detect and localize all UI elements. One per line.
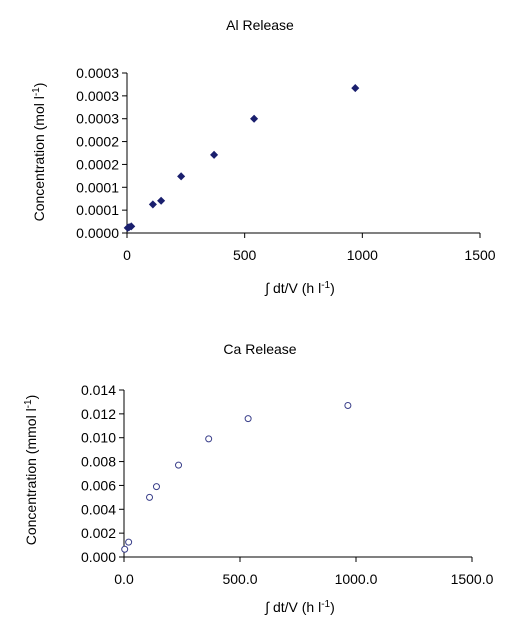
y-tick-label: 0.014: [81, 382, 116, 398]
data-point: [125, 538, 133, 546]
y-tick-label: 0.0003: [76, 111, 119, 127]
y-tick-label: 0.0001: [76, 179, 119, 195]
x-tick-label: 0.0: [114, 571, 134, 587]
y-axis-label: Concentration (mmol l-1): [23, 395, 39, 546]
y-tick-label: 0.004: [81, 501, 116, 517]
y-tick-label: 0.006: [81, 477, 116, 493]
y-tick-label: 0.010: [81, 430, 116, 446]
x-tick-label: 1500: [464, 247, 495, 263]
y-tick-label: 0.000: [81, 549, 116, 565]
data-point: [210, 150, 219, 159]
y-tick-label: 0.002: [81, 525, 116, 541]
chart-title: Al Release: [226, 17, 294, 33]
y-tick-label: 0.0003: [76, 65, 119, 81]
y-tick-label: 0.0003: [76, 88, 119, 104]
data-point: [121, 545, 129, 553]
x-tick-label: 500.0: [222, 571, 257, 587]
data-point: [177, 172, 186, 181]
y-tick-label: 0.012: [81, 406, 116, 422]
y-tick-label: 0.0002: [76, 134, 119, 150]
x-tick-label: 500: [233, 247, 257, 263]
x-axis-label: ∫ dt/V (h l-1): [264, 280, 335, 296]
al-release-chart: Al Release 0.00000.00010.00010.00020.000…: [31, 17, 496, 296]
x-tick-label: 0: [123, 247, 131, 263]
data-point: [152, 483, 160, 491]
ca-release-chart: Ca Release 0.0000.0020.0040.0060.0080.01…: [23, 341, 494, 615]
x-axis-label: ∫ dt/V (h l-1): [264, 599, 335, 615]
plot-area: 0.000 0.002 0.004 0.006 0.008 0.010 0.012 0.014…: [81, 382, 494, 587]
data-point: [157, 196, 166, 205]
data-point: [250, 114, 259, 123]
x-tick-label: 1500.0: [451, 571, 494, 587]
data-point: [127, 222, 136, 231]
plot-area: 0.0000 0.0001 0.0001 0.0002 0.0002 0.0003 0.00…: [76, 65, 496, 263]
data-point: [146, 493, 154, 501]
data-point: [148, 200, 157, 209]
y-tick-label: 0.0000: [76, 225, 119, 241]
y-tick-label: 0.0002: [76, 156, 119, 172]
x-tick-label: 1000: [347, 247, 378, 263]
y-tick-label: 0.008: [81, 454, 116, 470]
data-point: [344, 402, 352, 410]
y-axis-label: Concentration (mol l-1): [31, 83, 47, 222]
data-point: [244, 415, 252, 423]
chart-title: Ca Release: [223, 341, 296, 357]
y-tick-label: 0.0001: [76, 202, 119, 218]
data-point: [205, 435, 213, 443]
data-point: [175, 461, 183, 469]
data-point: [351, 84, 360, 93]
x-tick-label: 1000.0: [335, 571, 378, 587]
